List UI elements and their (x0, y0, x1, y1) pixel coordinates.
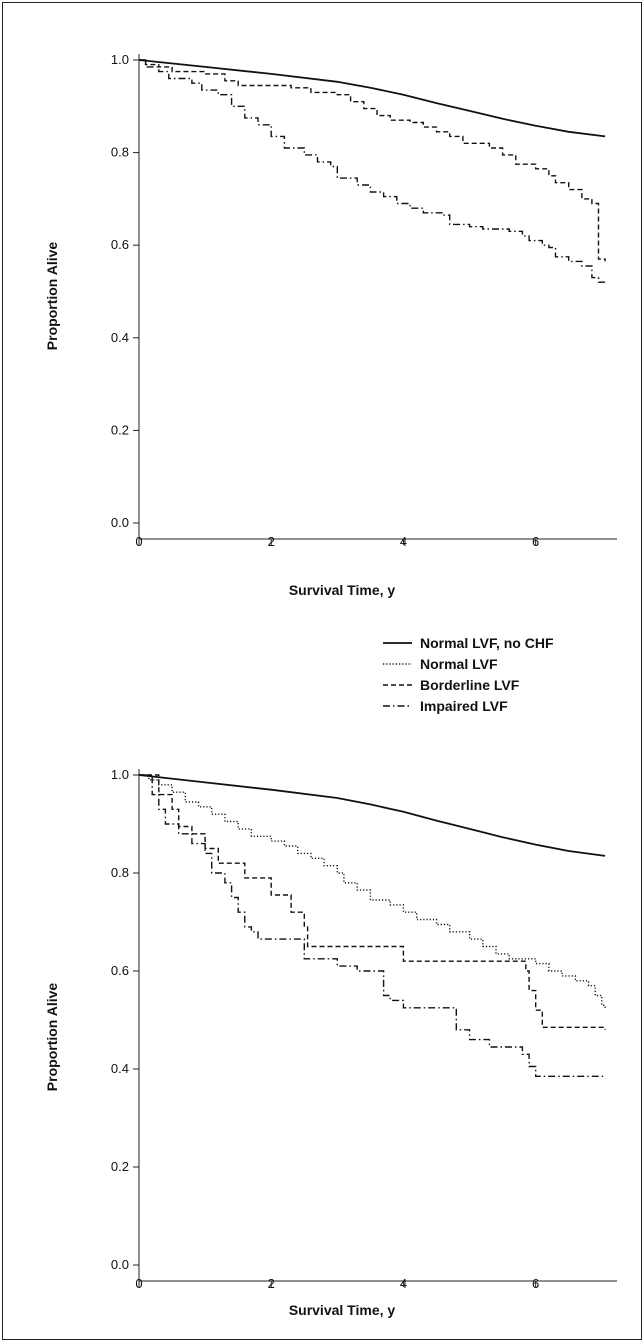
x-tick-label-bottom: 0 (135, 1276, 142, 1291)
series-impaired-bottom (139, 774, 606, 1077)
chart-bottom: Proportion Alive Survival Time, y 0.0 0.2… (44, 767, 617, 1318)
chart-top: Proportion Alive Survival Time, y 0.0 0.2… (44, 52, 617, 598)
x-tick-label-top: 6 (532, 534, 539, 549)
y-tick-label-bottom: 0.2 (111, 1159, 129, 1174)
legend-label-normal-no-chf: Normal LVF, no CHF (420, 635, 554, 651)
legend-label-borderline: Borderline LVF (420, 677, 520, 693)
legend-label-normal-lvf: Normal LVF (420, 656, 498, 672)
series-normal-lvf-bottom (139, 774, 606, 1008)
x-tick-label-bottom: 6 (532, 1276, 539, 1291)
y-axis-title-top: Proportion Alive (44, 242, 60, 351)
y-tick-label-top: 0.0 (111, 515, 129, 530)
y-tick-label-top: 0.2 (111, 422, 129, 437)
x-tick-label-top: 0 (135, 534, 142, 549)
series-borderline-top (139, 59, 606, 262)
x-axis-title-top: Survival Time, y (289, 582, 396, 598)
y-tick-label-top: 0.6 (111, 237, 129, 252)
y-tick-label-top: 0.8 (111, 145, 129, 160)
y-tick-label-bottom: 1.0 (111, 767, 129, 782)
x-tick-label-bottom: 2 (268, 1276, 275, 1291)
x-tick-label-bottom: 4 (400, 1276, 407, 1291)
legend-label-impaired: Impaired LVF (420, 698, 508, 714)
x-axis-title-bottom: Survival Time, y (289, 1302, 396, 1318)
series-impaired-top (139, 59, 606, 283)
y-tick-label-bottom: 0.0 (111, 1257, 129, 1272)
x-tick-label-top: 2 (268, 534, 275, 549)
legend: Normal LVF, no CHF Normal LVF Borderline L… (383, 635, 554, 714)
y-tick-label-top: 0.4 (111, 330, 129, 345)
y-tick-label-bottom: 0.6 (111, 963, 129, 978)
x-tick-label-top: 4 (400, 534, 407, 549)
y-tick-label-bottom: 0.8 (111, 865, 129, 880)
y-tick-label-bottom: 0.4 (111, 1061, 129, 1076)
series-normal-no-chf-bottom (138, 774, 606, 857)
series-normal-no-chf-top (138, 59, 606, 138)
y-axis-title-bottom: Proportion Alive (44, 983, 60, 1092)
series-borderline-bottom (139, 774, 606, 1030)
y-tick-label-top: 1.0 (111, 52, 129, 67)
